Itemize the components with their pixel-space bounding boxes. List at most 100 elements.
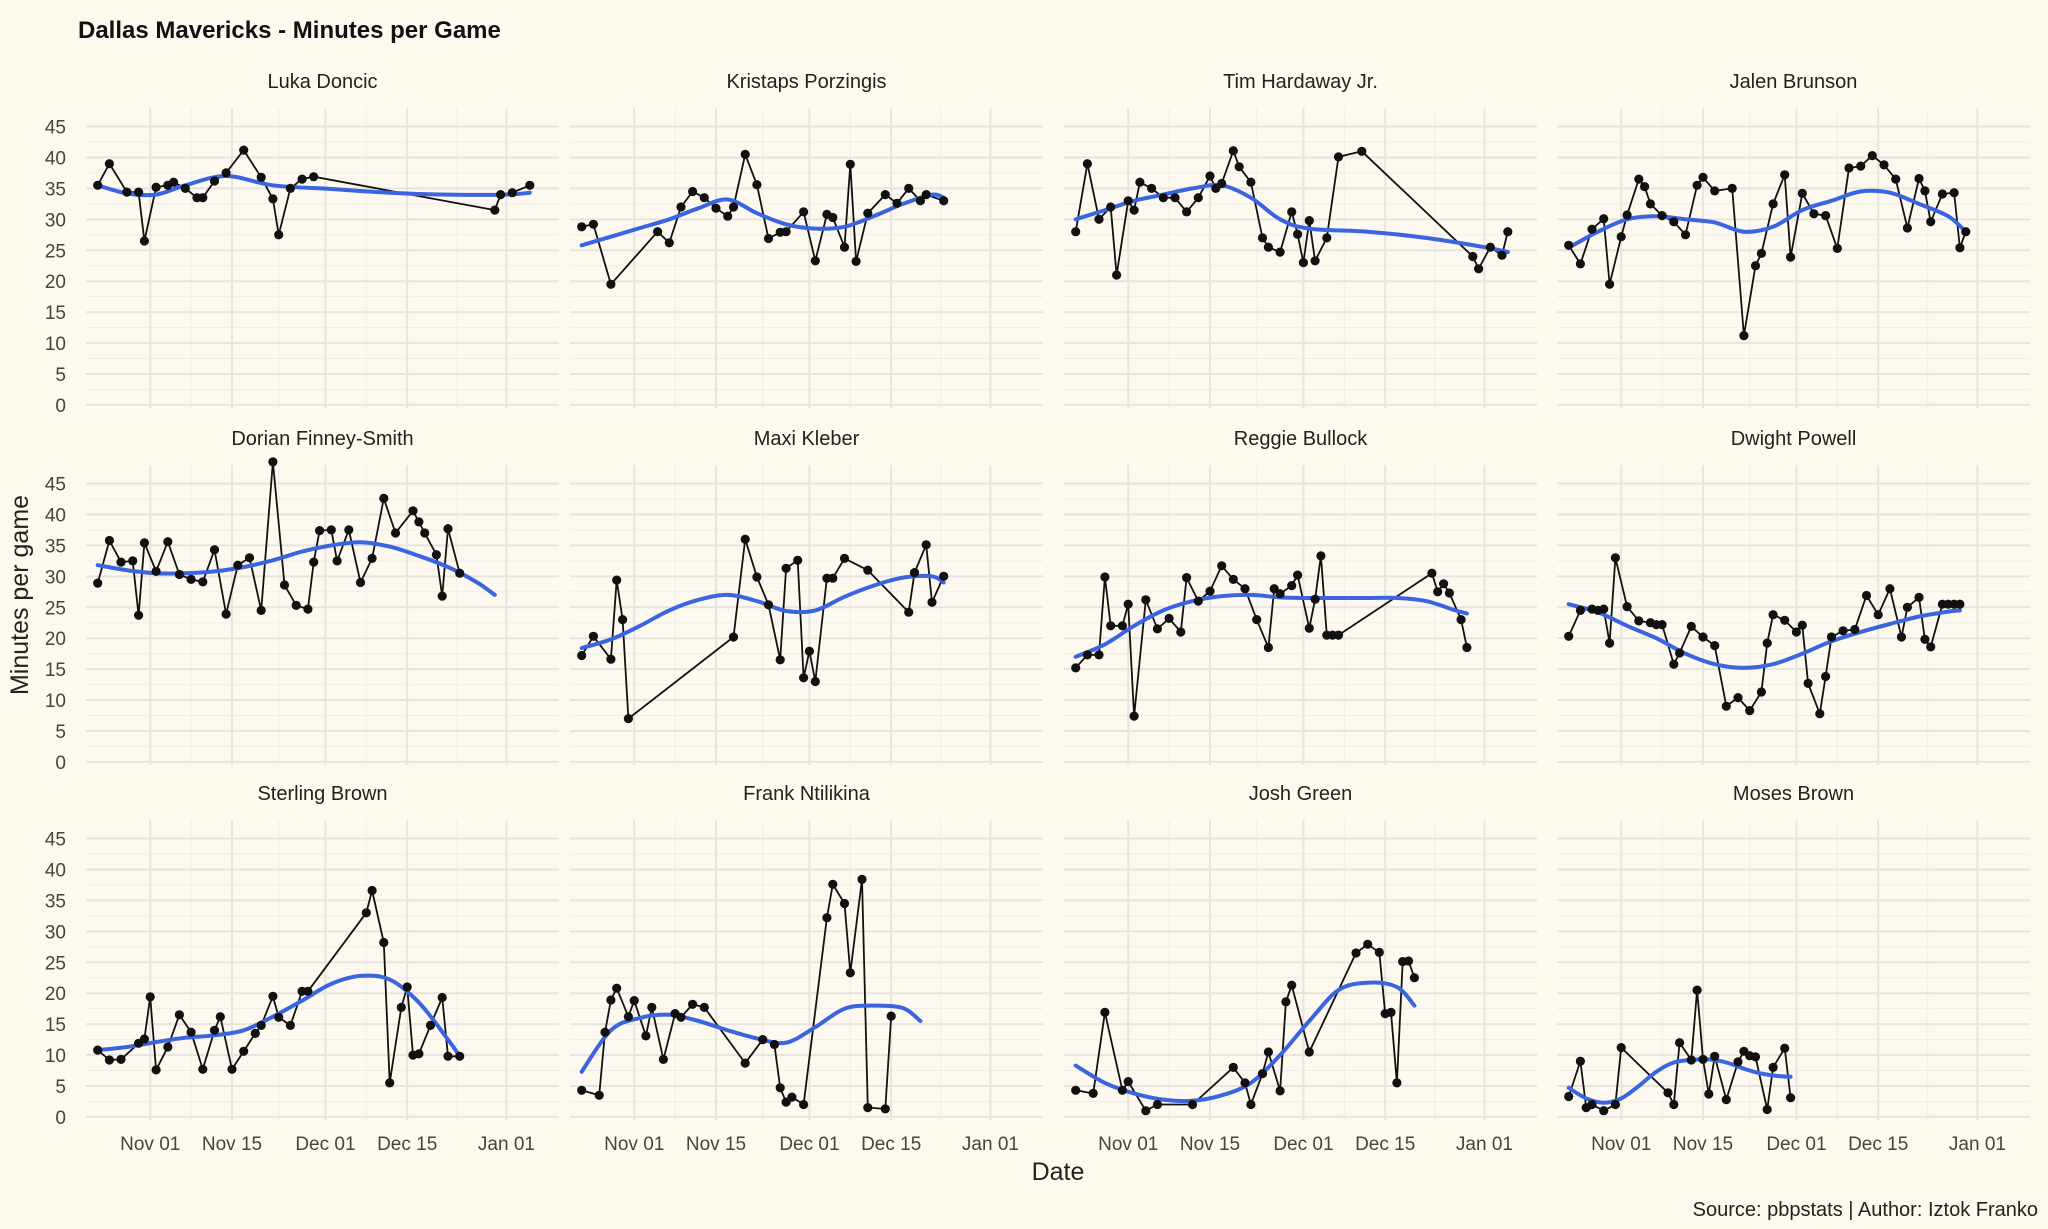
- data-point: [1257, 1069, 1268, 1079]
- data-point: [1293, 570, 1303, 580]
- data-point: [151, 566, 161, 577]
- data-point: [1403, 956, 1414, 966]
- data-point: [239, 1046, 249, 1056]
- facet-panels: 0 5 10 15 20 25 30 35 40 45 Luka Doncic Kristaps Po…: [45, 71, 2030, 1155]
- data-point: [752, 572, 762, 582]
- data-point: [180, 183, 190, 193]
- data-point: [379, 493, 389, 503]
- y-tick-label: 30: [45, 922, 66, 943]
- data-point: [1850, 624, 1860, 635]
- data-point: [1669, 217, 1679, 227]
- data-point: [1123, 196, 1133, 206]
- data-point: [822, 913, 832, 923]
- x-tick-label: Dec 15: [861, 1134, 921, 1155]
- data-point: [1704, 1089, 1714, 1099]
- data-point: [355, 577, 366, 588]
- data-point: [880, 1104, 890, 1114]
- data-point: [1456, 615, 1466, 625]
- data-point: [664, 238, 674, 248]
- x-tick-label: Jan 01: [1456, 1134, 1513, 1155]
- data-point: [1961, 227, 1971, 237]
- facet-dorian-finney-smith: 0 5 10 15 20 25 30 35 40 45 Dorian Finney-Smith: [45, 428, 559, 774]
- data-point: [244, 553, 255, 563]
- y-tick-label: 25: [45, 241, 66, 262]
- data-point: [606, 654, 616, 664]
- facet-title: Tim Hardaway Jr.: [1223, 71, 1378, 93]
- data-point: [279, 580, 290, 590]
- y-tick-label: 25: [45, 598, 66, 619]
- y-tick-label: 0: [55, 396, 66, 417]
- y-tick-label: 15: [45, 660, 66, 681]
- data-point: [1228, 1062, 1238, 1072]
- data-point: [1739, 331, 1749, 341]
- data-point: [1228, 146, 1238, 156]
- data-point: [588, 631, 599, 641]
- facet-title: Jalen Brunson: [1730, 71, 1858, 93]
- data-point: [1351, 948, 1361, 958]
- y-tick-label: 15: [45, 1015, 66, 1036]
- data-point: [1240, 584, 1250, 594]
- data-point: [1123, 1077, 1133, 1087]
- data-point: [1246, 1099, 1256, 1110]
- facet-title: Frank Ntilikina: [743, 783, 871, 805]
- data-point: [198, 577, 208, 587]
- data-point: [740, 534, 750, 544]
- y-tick-label: 0: [55, 753, 66, 774]
- x-axis-title: Date: [1032, 1158, 1085, 1186]
- data-point: [606, 279, 616, 289]
- y-tick-label: 5: [55, 722, 66, 743]
- y-tick-label: 45: [45, 830, 66, 851]
- smooth-trend-josh-green: [1073, 980, 1417, 1104]
- data-point: [268, 457, 278, 467]
- data-point: [1152, 1099, 1162, 1110]
- data-point: [420, 528, 430, 538]
- data-point: [1698, 1054, 1708, 1064]
- x-tick-label: Dec 01: [1766, 1134, 1826, 1155]
- data-point: [1193, 596, 1203, 606]
- data-point: [139, 1034, 149, 1044]
- data-point: [1680, 230, 1691, 240]
- data-point: [1217, 178, 1227, 189]
- data-point: [839, 553, 850, 564]
- data-point: [163, 1042, 173, 1052]
- data-point: [1444, 588, 1454, 598]
- facet-jalen-brunson: Jalen Brunson: [1557, 71, 2030, 408]
- data-point: [385, 1078, 395, 1088]
- data-point: [699, 193, 709, 203]
- data-point: [1310, 594, 1320, 604]
- data-point: [174, 569, 184, 580]
- data-point: [1071, 663, 1081, 673]
- data-point: [1409, 973, 1419, 983]
- data-point: [1176, 627, 1186, 637]
- data-point: [577, 222, 587, 232]
- data-point: [1610, 553, 1620, 563]
- data-point: [688, 186, 698, 197]
- data-point: [1634, 616, 1644, 626]
- data-point: [1106, 202, 1116, 212]
- x-tick-label: Dec 15: [377, 1134, 437, 1155]
- data-point: [1322, 233, 1332, 243]
- facet-title: Sterling Brown: [257, 783, 387, 805]
- y-tick-label: 25: [45, 953, 66, 974]
- data-point: [1750, 1052, 1761, 1062]
- data-point: [781, 227, 791, 237]
- data-point: [1575, 605, 1585, 616]
- data-point: [688, 999, 698, 1009]
- data-point: [1599, 214, 1609, 224]
- data-point: [1926, 642, 1936, 652]
- data-point: [1106, 621, 1116, 631]
- data-point: [1374, 947, 1384, 958]
- series-line-reggie-bullock: [1075, 555, 1468, 717]
- data-point: [139, 236, 149, 246]
- data-point: [1082, 650, 1092, 660]
- data-point: [268, 194, 278, 204]
- facet-frank-ntilikina: Nov 01 Nov 15 Dec 01 Dec 15 Jan 01 Frank Ntil…: [570, 783, 1043, 1155]
- data-point: [828, 212, 838, 223]
- facet-tim-hardaway-jr: Tim Hardaway Jr.: [1064, 71, 1537, 408]
- data-point: [1170, 193, 1180, 203]
- x-tick-label: Jan 01: [1949, 1134, 2006, 1155]
- data-point: [752, 180, 762, 190]
- data-point: [455, 568, 465, 578]
- data-point: [215, 1012, 225, 1022]
